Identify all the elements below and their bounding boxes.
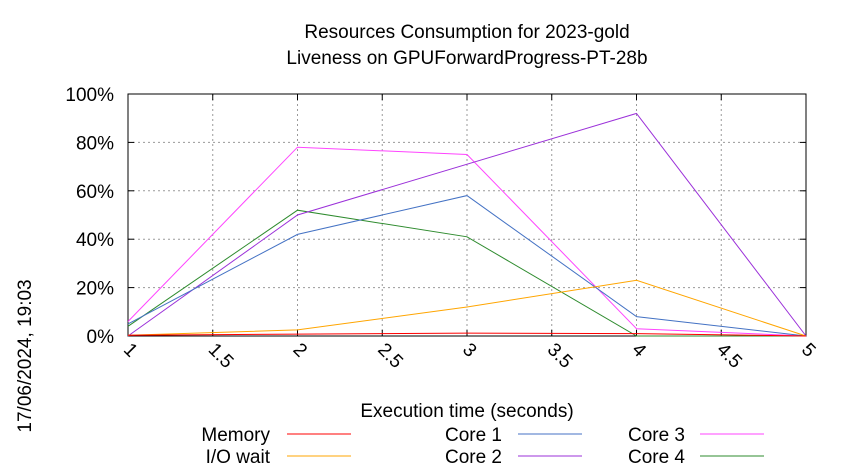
x-tick-label: 1.5 [204, 339, 238, 373]
series-line-core-1 [127, 195, 807, 337]
y-tick-label: 80% [76, 133, 114, 154]
x-axis-label: Execution time (seconds) [360, 401, 573, 422]
x-tick-label: 3 [458, 339, 480, 361]
grid-lines [127, 93, 807, 337]
x-tick-label: 5 [797, 339, 819, 361]
legend-item: Core 3 [628, 425, 764, 446]
x-tick-label: 2 [289, 339, 311, 361]
series-line-core-4 [127, 209, 806, 337]
x-tick-labels: 1 1.5 2 2.5 3 3.5 4 4.5 5 [119, 339, 819, 373]
y-tick-label: 100% [65, 85, 114, 106]
x-tick-label: 1 [119, 339, 141, 361]
legend-label: Core 1 [445, 425, 502, 446]
x-tick-label: 2.5 [373, 339, 407, 373]
legend-label: Core 2 [445, 447, 502, 468]
y-tick-label: 40% [76, 230, 114, 251]
series-line-core-2 [127, 112, 807, 337]
legend-item: Core 1 [445, 425, 582, 446]
legend-label: Core 3 [628, 425, 685, 446]
chart-title-line-2: Liveness on GPUForwardProgress-PT-28b [286, 48, 647, 69]
chart-title-line-1: Resources Consumption for 2023-gold [304, 22, 629, 43]
x-tick-label: 4 [628, 339, 651, 362]
y-tick-label: 60% [76, 182, 114, 203]
y-tick-label: 0% [87, 327, 115, 348]
timestamp-label: 17/06/2024, 19:03 [15, 279, 36, 432]
legend-item: I/O wait [206, 447, 351, 468]
y-tick-label: 20% [76, 279, 114, 300]
legend-item: Core 2 [445, 447, 582, 468]
series-line-memory [127, 332, 807, 337]
series-line-i-o-wait [127, 279, 807, 337]
y-tick-labels: 0% 20% 40% 60% 80% 100% [65, 85, 114, 348]
x-tick-label: 3.5 [543, 339, 577, 373]
x-tick-label: 4.5 [712, 339, 746, 373]
legend-item: Memory [201, 425, 351, 446]
series-line-core-3 [127, 146, 807, 337]
legend-item: Core 4 [628, 447, 764, 468]
series-lines [127, 112, 807, 337]
legend-label: Core 4 [628, 447, 685, 468]
legend-label: Memory [201, 425, 270, 446]
plot-frame [127, 93, 807, 337]
legend-label: I/O wait [206, 447, 271, 468]
